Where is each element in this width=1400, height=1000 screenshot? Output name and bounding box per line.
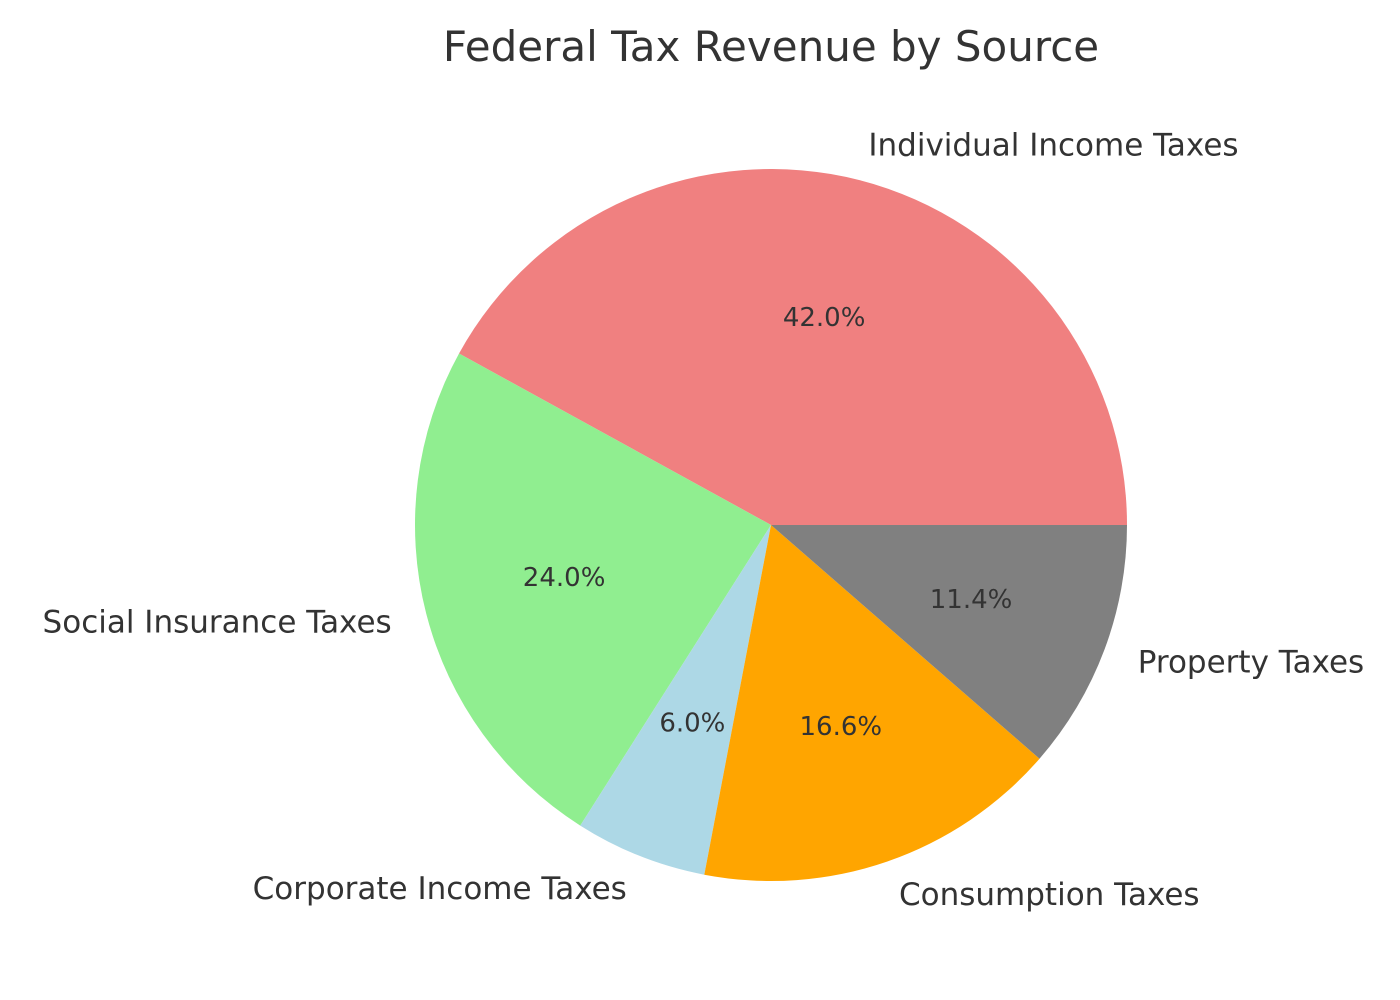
category-label-social-insurance-taxes: Social Insurance Taxes xyxy=(43,604,392,640)
percent-labels: 42.0% 24.0% 6.0% 16.6% 11.4% xyxy=(523,303,1013,742)
category-label-individual-income-taxes: Individual Income Taxes xyxy=(868,128,1238,164)
pie-slice-individual-income-taxes xyxy=(459,168,1127,525)
pie-slices xyxy=(414,168,1127,881)
pie-slice-corporate-income-taxes xyxy=(580,525,771,875)
percent-label-consumption-taxes: 16.6% xyxy=(800,712,883,742)
percent-label-social-insurance-taxes: 24.0% xyxy=(523,563,606,593)
pie-slice-property-taxes xyxy=(771,525,1127,759)
pie-slice-consumption-taxes xyxy=(704,525,1040,881)
percent-label-individual-income-taxes: 42.0% xyxy=(783,303,866,333)
pie-slice-social-insurance-taxes xyxy=(414,353,771,826)
percent-label-property-taxes: 11.4% xyxy=(930,585,1013,615)
category-label-property-taxes: Property Taxes xyxy=(1138,644,1364,680)
percent-label-corporate-income-taxes: 6.0% xyxy=(659,709,725,739)
category-label-consumption-taxes: Consumption Taxes xyxy=(899,877,1200,913)
chart-title: Federal Tax Revenue by Source xyxy=(442,22,1100,71)
category-label-corporate-income-taxes: Corporate Income Taxes xyxy=(253,871,627,907)
category-labels: Individual Income Taxes Social Insurance … xyxy=(43,128,1365,913)
